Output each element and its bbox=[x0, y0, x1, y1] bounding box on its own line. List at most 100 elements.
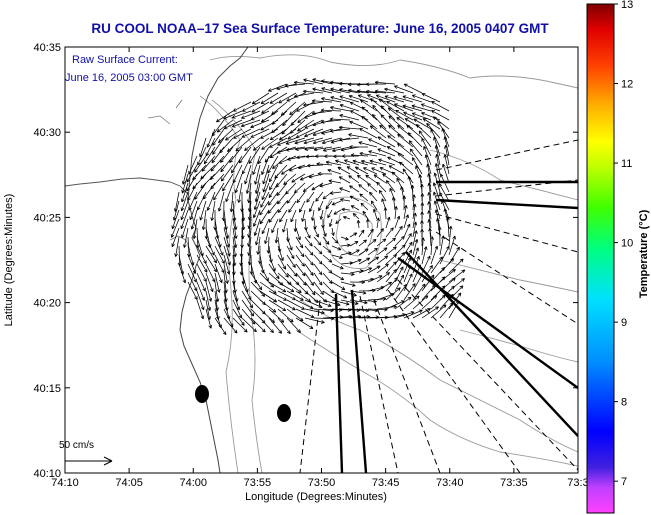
current-vector bbox=[421, 255, 431, 274]
current-vector bbox=[367, 307, 388, 312]
y-tick-label: 40:20 bbox=[33, 298, 61, 310]
current-vector bbox=[421, 274, 435, 292]
current-vector bbox=[322, 290, 338, 301]
current-vector bbox=[277, 254, 287, 270]
current-vector bbox=[397, 125, 414, 139]
current-vector bbox=[396, 177, 405, 193]
current-vector bbox=[348, 175, 360, 184]
current-vector bbox=[421, 237, 425, 256]
current-vector bbox=[286, 290, 304, 301]
radar-beam-edge bbox=[397, 257, 578, 389]
current-vector bbox=[402, 168, 414, 184]
current-vector bbox=[412, 221, 418, 238]
current-vector bbox=[304, 110, 324, 119]
x-axis-ticks: 74:10 74:05 74:00 73:55 73:50 73:45 73:40 73:35… bbox=[51, 47, 589, 489]
current-vector bbox=[322, 227, 327, 237]
current-vector bbox=[421, 306, 439, 319]
current-vector bbox=[259, 317, 274, 334]
current-vector bbox=[206, 191, 216, 211]
current-vector bbox=[196, 290, 205, 311]
current-vector bbox=[350, 153, 369, 158]
current-vector bbox=[253, 191, 261, 211]
x-tick-label: 74:05 bbox=[115, 477, 143, 489]
current-vector bbox=[285, 137, 306, 145]
radar-beam-edge bbox=[334, 293, 344, 473]
current-vector bbox=[261, 218, 270, 235]
current-vector bbox=[232, 101, 252, 112]
radar-beam-edge bbox=[435, 198, 578, 210]
buoy-marker-2 bbox=[277, 404, 291, 422]
current-vector bbox=[350, 110, 369, 121]
current-vector bbox=[325, 200, 333, 210]
current-vector bbox=[286, 281, 302, 294]
current-vector bbox=[223, 263, 229, 284]
current-vector bbox=[394, 296, 412, 310]
current-vector bbox=[311, 182, 324, 191]
current-vector bbox=[346, 166, 360, 175]
current-vector bbox=[302, 182, 315, 193]
current-vector bbox=[268, 209, 279, 223]
current-vector bbox=[430, 236, 434, 256]
current-vector bbox=[174, 236, 180, 257]
current-vector bbox=[295, 263, 306, 277]
current-vector bbox=[394, 206, 398, 220]
current-vector bbox=[205, 263, 216, 283]
current-vector bbox=[250, 272, 263, 291]
current-vector bbox=[367, 94, 387, 103]
current-vector bbox=[171, 209, 180, 230]
current-vector bbox=[268, 83, 288, 92]
current-vector bbox=[385, 300, 405, 310]
current-vector bbox=[413, 118, 432, 130]
current-vector bbox=[385, 216, 391, 229]
current-vector bbox=[422, 118, 441, 130]
current-vector bbox=[331, 200, 342, 206]
current-vector bbox=[380, 114, 396, 130]
plot-area bbox=[65, 47, 578, 473]
current-vector bbox=[386, 100, 405, 112]
current-vector bbox=[271, 218, 279, 234]
current-vector bbox=[316, 162, 333, 166]
colorbar-tick-label: 13 bbox=[621, 0, 633, 11]
current-vector bbox=[303, 101, 324, 107]
current-vector bbox=[327, 209, 333, 219]
current-vector bbox=[363, 167, 378, 175]
current-vector bbox=[172, 200, 180, 221]
current-vector bbox=[313, 227, 319, 238]
current-vector bbox=[321, 97, 342, 103]
current-vector bbox=[283, 173, 297, 185]
current-vector bbox=[349, 290, 367, 295]
x-tick-label: 73:55 bbox=[244, 477, 272, 489]
current-vector bbox=[289, 101, 306, 116]
current-vector bbox=[444, 145, 450, 166]
current-vector bbox=[350, 205, 360, 211]
current-vector bbox=[277, 290, 296, 301]
current-vector bbox=[331, 245, 342, 251]
current-vector bbox=[260, 191, 270, 208]
current-vector bbox=[285, 146, 306, 152]
current-vector bbox=[339, 187, 351, 193]
current-vector bbox=[280, 164, 297, 175]
current-vector bbox=[240, 119, 261, 128]
current-vector bbox=[284, 83, 306, 88]
current-vector bbox=[205, 281, 213, 302]
current-vector bbox=[268, 263, 280, 280]
current-vector bbox=[378, 98, 396, 112]
current-vector bbox=[313, 245, 323, 255]
current-vector bbox=[325, 160, 342, 166]
current-vector bbox=[269, 92, 288, 104]
current-vector bbox=[402, 95, 423, 103]
current-vector bbox=[196, 263, 207, 283]
current-vector bbox=[304, 272, 314, 286]
current-vector bbox=[403, 241, 413, 256]
current-vector bbox=[427, 210, 432, 229]
current-vector bbox=[259, 290, 278, 303]
current-vector bbox=[203, 146, 216, 165]
current-vector bbox=[295, 254, 305, 267]
current-vector bbox=[394, 215, 401, 229]
current-vector bbox=[389, 187, 396, 202]
current-vector bbox=[254, 227, 261, 246]
current-vector bbox=[439, 192, 450, 211]
current-vector bbox=[289, 119, 306, 134]
current-vector bbox=[260, 110, 279, 123]
current-vector bbox=[331, 290, 348, 299]
